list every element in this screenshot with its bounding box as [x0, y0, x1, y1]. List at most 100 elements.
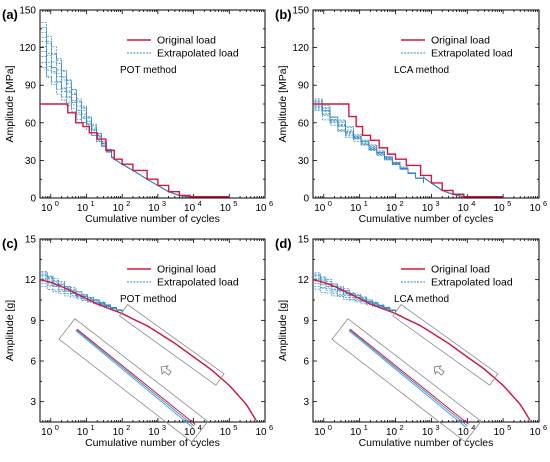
legend-extrapolated-label: Extrapolated load — [431, 48, 513, 60]
extrapolated-load-line — [314, 102, 503, 198]
zoom-inset-box — [331, 318, 482, 443]
plot-area — [313, 272, 531, 421]
x-tick-label: 10 — [529, 427, 541, 438]
y-axis-label: Amplitude [MPa] — [277, 65, 289, 142]
x-tick-exponent: 6 — [543, 423, 547, 432]
legend-original-label: Original load — [157, 35, 216, 47]
x-tick-exponent: 2 — [400, 199, 404, 208]
x-tick-label: 10 — [113, 203, 125, 214]
zoom-arrow-icon — [160, 365, 172, 376]
panel-letter: (b) — [275, 7, 292, 22]
inset-original-line — [76, 328, 196, 425]
x-tick-exponent: 2 — [400, 423, 404, 432]
extrapolated-load-line — [314, 107, 503, 198]
legend-original-label: Original load — [431, 35, 490, 47]
x-tick-exponent: 3 — [162, 423, 166, 432]
extrapolated-load-line — [314, 101, 503, 198]
x-tick-exponent: 5 — [507, 199, 511, 208]
x-tick-label: 10 — [41, 203, 53, 214]
y-tick-label: 120 — [292, 43, 309, 54]
plot-area — [40, 22, 230, 198]
zoom-inset-frame — [331, 318, 482, 443]
x-tick-label: 10 — [314, 203, 326, 214]
x-axis-label: Cumulative number of cycles — [359, 213, 494, 225]
y-tick-label: 90 — [298, 81, 310, 92]
y-tick-label: 0 — [303, 194, 309, 205]
inset-original-line — [349, 328, 469, 425]
x-tick-exponent: 0 — [55, 423, 59, 432]
x-tick-label: 10 — [220, 203, 232, 214]
extrapolated-load-line — [314, 104, 503, 198]
extrapolated-load-line — [41, 56, 230, 198]
x-tick-exponent: 5 — [507, 423, 511, 432]
x-tick-exponent: 3 — [435, 199, 439, 208]
x-axis-label: Cumulative number of cycles — [85, 213, 220, 225]
x-tick-label: 10 — [350, 427, 362, 438]
zoom-source-box — [392, 303, 499, 386]
y-tick-label: 3 — [30, 397, 36, 408]
x-tick-exponent: 4 — [198, 199, 202, 208]
x-tick-exponent: 4 — [471, 423, 475, 432]
method-label: LCA method — [394, 65, 449, 76]
x-tick-label: 10 — [255, 427, 267, 438]
x-tick-exponent: 6 — [269, 199, 273, 208]
extrapolated-load-line — [41, 37, 230, 198]
x-tick-label: 10 — [350, 203, 362, 214]
y-tick-label: 0 — [30, 194, 36, 205]
x-tick-exponent: 1 — [364, 199, 368, 208]
x-tick-exponent: 3 — [162, 199, 166, 208]
y-tick-label: 15 — [25, 235, 37, 246]
extrapolated-load-line — [41, 27, 230, 198]
y-tick-label: 15 — [298, 235, 310, 246]
x-tick-exponent: 1 — [364, 423, 368, 432]
y-tick-label: 120 — [19, 43, 36, 54]
y-tick-label: 90 — [25, 81, 37, 92]
chart-panel-c: (c)10 0 10 1 10 2 10 3 10 4 10 5 10 63691215Cumulativ… — [2, 235, 273, 450]
x-tick-label: 10 — [41, 427, 53, 438]
inset-extrapolated-line — [76, 329, 195, 427]
x-tick-exponent: 4 — [471, 199, 475, 208]
y-tick-label: 30 — [25, 156, 37, 167]
extrapolated-load-line — [41, 62, 230, 198]
y-tick-label: 150 — [292, 6, 309, 17]
extrapolated-load-line — [314, 99, 503, 198]
x-tick-label: 10 — [494, 427, 506, 438]
y-tick-label: 6 — [303, 357, 309, 368]
x-tick-exponent: 0 — [328, 199, 332, 208]
x-tick-exponent: 4 — [198, 423, 202, 432]
extrapolated-load-line — [314, 106, 503, 198]
y-tick-label: 30 — [298, 156, 310, 167]
x-tick-label: 10 — [184, 427, 196, 438]
x-tick-label: 10 — [77, 427, 89, 438]
legend-original-label: Original load — [157, 264, 216, 276]
y-tick-label: 150 — [19, 6, 36, 17]
x-tick-label: 10 — [220, 427, 232, 438]
panel-letter: (c) — [2, 236, 18, 251]
x-tick-label: 10 — [184, 203, 196, 214]
chart-panel-b: (b)10 0 10 1 10 2 10 3 10 4 10 5 10 60306090120150Cum… — [275, 6, 547, 226]
x-tick-exponent: 1 — [90, 199, 94, 208]
x-tick-label: 10 — [422, 427, 434, 438]
plot-area — [40, 271, 257, 421]
chart-panel-d: (d)10 0 10 1 10 2 10 3 10 4 10 5 10 63691215Cumulativ… — [275, 235, 547, 450]
x-tick-exponent: 2 — [126, 199, 130, 208]
zoom-inset-box — [58, 318, 209, 443]
extrapolated-load-line — [314, 109, 503, 198]
panel-letter: (d) — [275, 236, 292, 251]
x-tick-label: 10 — [113, 427, 125, 438]
x-tick-exponent: 5 — [233, 423, 237, 432]
x-tick-label: 10 — [494, 203, 506, 214]
zoom-source-box — [118, 303, 225, 386]
x-tick-exponent: 1 — [90, 423, 94, 432]
zoom-arrow-icon — [433, 365, 445, 376]
x-tick-label: 10 — [77, 203, 89, 214]
x-tick-label: 10 — [529, 203, 541, 214]
y-tick-label: 3 — [303, 397, 309, 408]
zoom-inset-frame — [58, 318, 209, 443]
y-axis-label: Amplitude [g] — [277, 300, 289, 361]
y-tick-label: 12 — [298, 275, 310, 286]
